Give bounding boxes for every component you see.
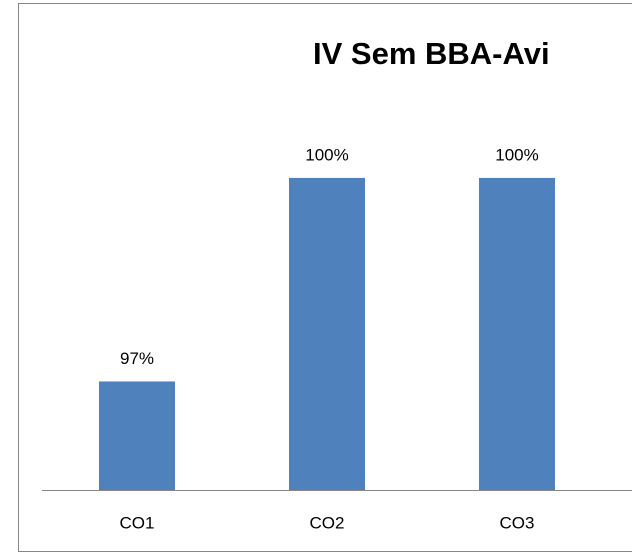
chart-title: IV Sem BBA-Avi xyxy=(313,36,550,71)
bar xyxy=(479,177,555,490)
data-label: 100% xyxy=(495,145,538,164)
bar xyxy=(289,177,365,490)
x-tick-label: CO1 xyxy=(120,513,155,532)
data-label: 97% xyxy=(120,349,154,368)
x-tick-label: CO2 xyxy=(310,513,345,532)
data-label: 100% xyxy=(305,145,348,164)
bar xyxy=(99,381,175,490)
x-tick-label: CO3 xyxy=(500,513,535,532)
